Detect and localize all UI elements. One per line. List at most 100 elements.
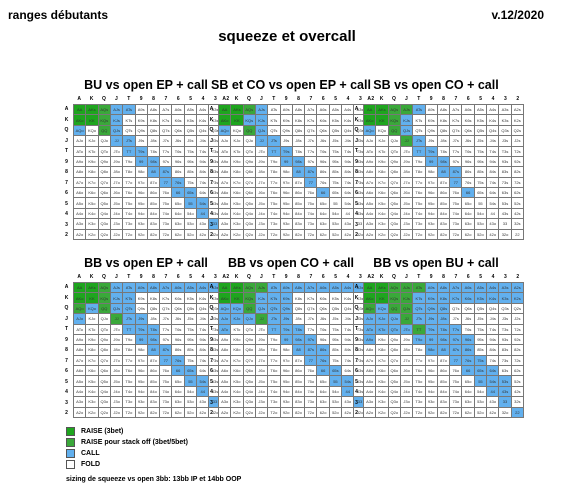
rank-label: 4 <box>346 274 350 280</box>
hand-cell: J2s <box>511 136 524 147</box>
hand-cell: 86o <box>437 188 451 199</box>
hand-cell: AKo <box>74 293 87 304</box>
rank-label: 2 <box>355 410 358 416</box>
rank-label: 3 <box>355 399 358 406</box>
hand-cell: AKo <box>74 115 87 126</box>
hand-cell: JTs <box>268 136 281 147</box>
rank-label: 4 <box>201 96 205 102</box>
hand-cell: K3o <box>86 397 99 408</box>
hand-cell: ATs <box>123 283 136 294</box>
hand-cell: 86o <box>147 188 161 199</box>
hand-cell: J5s <box>329 136 343 147</box>
hand-cell: K8o <box>376 167 389 178</box>
rank-label: J <box>210 315 213 322</box>
rank-label: 8 <box>442 274 445 280</box>
hand-cell: Q6o <box>243 366 256 377</box>
rank-label: Q <box>354 127 359 133</box>
hand-cell: 66 <box>462 188 475 199</box>
hand-cell: A3o <box>74 397 87 408</box>
hand-cell: J7o <box>110 355 124 367</box>
rank-label: 9 <box>284 96 288 102</box>
hand-cell: 97o <box>280 177 293 189</box>
hand-cell: 84o <box>147 386 161 398</box>
hand-cell: 98o <box>280 167 293 178</box>
hand-cell: ATo <box>74 324 87 335</box>
hand-cell: 93o <box>425 219 438 230</box>
rank-label: T <box>354 326 359 332</box>
hand-cell: T5o <box>268 376 281 387</box>
rank-label: 6 <box>466 96 470 102</box>
hand-cell: K4o <box>376 208 389 220</box>
hand-cell: KQo <box>376 125 389 137</box>
legend-swatch-fold <box>66 459 75 469</box>
hand-cell: KJo <box>86 136 99 147</box>
hand-cell: Q8o <box>98 167 111 178</box>
hand-cell: Q6s <box>462 125 475 137</box>
rank-label: T <box>127 274 131 280</box>
rank-label: 5 <box>334 96 338 102</box>
hand-cell: J7s <box>450 314 463 325</box>
hand-cell: 95o <box>280 198 293 209</box>
hand-cell: J7o <box>255 177 269 189</box>
hand-cell: 96o <box>280 366 293 377</box>
hand-cell: J9o <box>255 156 269 168</box>
hand-cell: ATo <box>364 324 377 335</box>
hand-cell: T4s <box>342 146 355 157</box>
hand-cell: K4o <box>86 386 99 398</box>
hand-cell: 96o <box>135 188 148 199</box>
rank-label: K <box>354 294 359 301</box>
hand-cell: KJs <box>110 115 124 126</box>
hand-cell: A8s <box>147 283 161 294</box>
hand-cell: J2o <box>400 407 414 418</box>
hand-cell: J9s <box>280 136 293 147</box>
hand-cell: J4s <box>342 136 355 147</box>
panel-title: SB et CO vs open EP + call <box>211 78 371 92</box>
hand-cell: K7o <box>376 177 389 189</box>
hand-cell: A6o <box>219 366 232 377</box>
hand-cell: Q6s <box>317 125 330 137</box>
hand-cell: Q4s <box>197 125 210 137</box>
hand-cell: T3s <box>499 324 512 335</box>
hand-cell: T9s <box>135 324 148 335</box>
hand-cell: 44 <box>342 208 355 220</box>
hand-cell: 63o <box>172 397 185 408</box>
legend-label: FOLD <box>81 460 101 468</box>
hand-cell: Q8o <box>243 167 256 178</box>
hand-cell: AJs <box>255 283 269 294</box>
hand-cell: 42o <box>487 229 500 240</box>
hand-cell: K8o <box>86 167 99 178</box>
rank-label: A <box>64 284 69 290</box>
hand-cell: A6s <box>317 105 330 116</box>
hand-cell: 33 <box>499 397 512 408</box>
hand-cell: 83o <box>147 219 161 230</box>
hand-cell: A5o <box>364 376 377 387</box>
hand-cell: AKs <box>86 283 99 294</box>
hand-cell: 54s <box>342 376 355 387</box>
legend: RAISE (3bet) RAISE pour stack off (3bet/… <box>66 426 188 470</box>
rank-label: A <box>209 284 214 290</box>
hand-cell: T5s <box>184 324 198 335</box>
hand-cell: T8o <box>123 167 136 178</box>
hand-cell: T4o <box>413 208 426 220</box>
hand-cell: 97o <box>280 355 293 367</box>
hand-cell: 83s <box>499 167 512 178</box>
hand-cell: 43o <box>487 397 500 408</box>
hand-cell: AKs <box>231 283 244 294</box>
hand-cell: 82o <box>437 229 451 240</box>
hand-cell: 72o <box>305 407 318 418</box>
hand-cell: T4o <box>123 386 136 398</box>
hand-cell: J8o <box>110 167 124 178</box>
hand-cell: 76o <box>450 366 463 377</box>
hand-cell: KTo <box>86 324 99 335</box>
hand-cell: K6s <box>462 115 475 126</box>
hand-cell: Q5s <box>329 125 343 137</box>
hand-cell: 42s <box>511 208 524 220</box>
hand-cell: 97s <box>160 156 173 168</box>
hand-cell: T2o <box>413 229 426 240</box>
hand-cell: 62o <box>317 407 330 418</box>
hand-cell: Q7o <box>243 355 256 367</box>
hand-cell: J6o <box>110 366 124 377</box>
hand-cell: A4s <box>342 105 355 116</box>
hand-cell: 87s <box>305 167 318 178</box>
